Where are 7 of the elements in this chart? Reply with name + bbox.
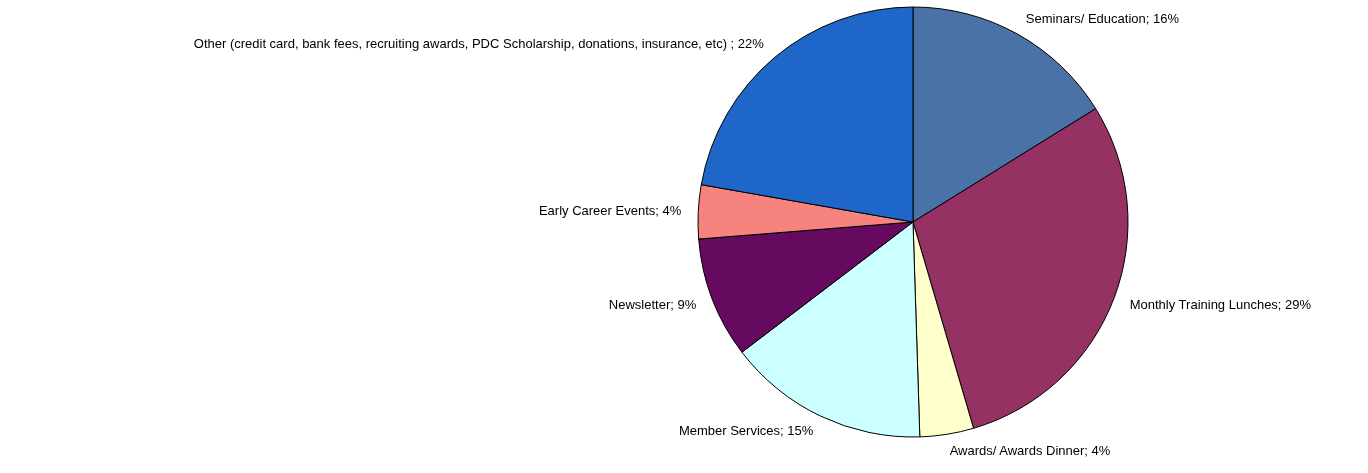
slice-label: Member Services; 15% (678, 423, 814, 439)
slice-label: Awards/ Awards Dinner; 4% (949, 443, 1111, 459)
slice-label: Early Career Events; 4% (538, 202, 682, 218)
slice-label: Seminars/ Education; 16% (1025, 11, 1180, 27)
slice-label: Newsletter; 9% (608, 296, 697, 312)
slice-label: Monthly Training Lunches; 29% (1129, 296, 1312, 312)
slice-label: Other (credit card, bank fees, recruiting awards, PDC Scholarship, donations, insurance, etc) ; 22% (193, 36, 765, 52)
